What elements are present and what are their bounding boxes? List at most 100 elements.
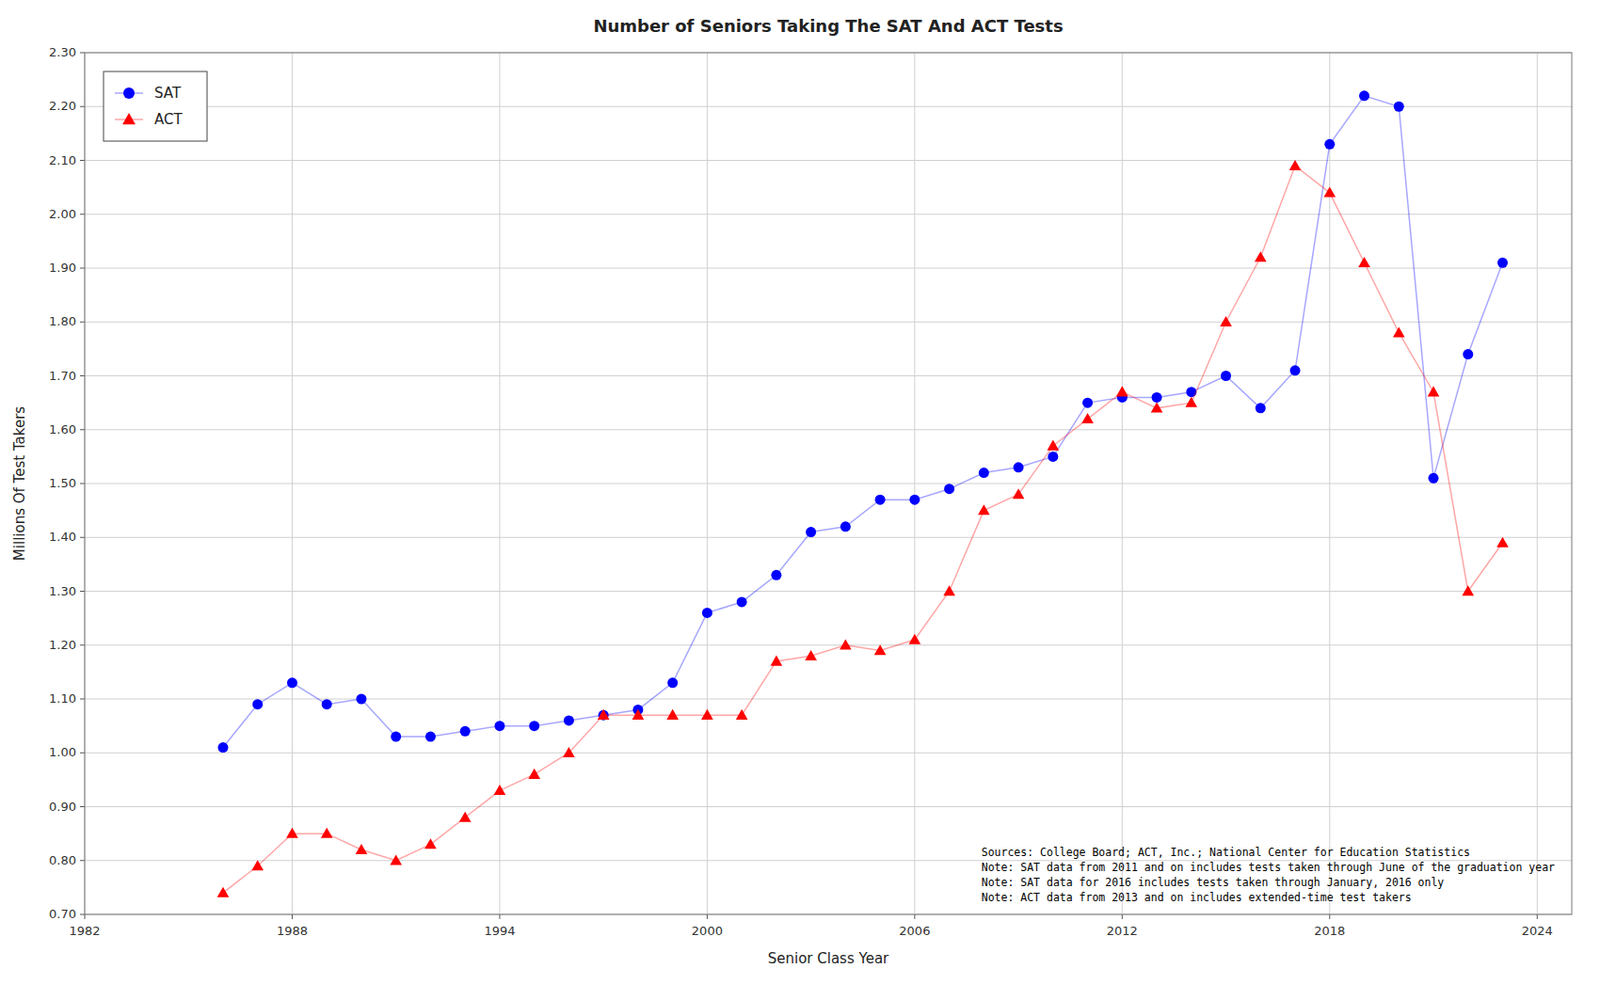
data-point (1254, 251, 1267, 262)
tick-y (80, 106, 85, 108)
data-point (701, 709, 714, 720)
tick-y (80, 160, 85, 161)
grid-line-y (84, 321, 1572, 323)
data-point (355, 844, 368, 855)
background (0, 0, 1600, 984)
note: Note: SAT data for 2016 includes tests t… (981, 876, 1445, 890)
grid-line-x (913, 52, 915, 915)
tick-y (80, 860, 85, 862)
grid-line-y (84, 591, 1572, 592)
tick-y (80, 268, 85, 270)
tick-label-y: 2.20 (48, 98, 77, 113)
tick-label-x: 2012 (1106, 924, 1138, 939)
tick-label-x: 1982 (68, 924, 100, 939)
tick-label-y: 1.30 (48, 584, 77, 599)
data-point (1462, 349, 1473, 360)
data-point (424, 838, 437, 849)
tick-label-y: 1.70 (48, 368, 77, 384)
tick-x (913, 914, 915, 920)
legend-label: SAT (154, 84, 182, 102)
tick-x (291, 914, 293, 920)
chart: Number of Seniors Taking The SAT And ACT… (0, 0, 1600, 984)
legend: SAT ACT (103, 71, 208, 142)
data-point (1290, 365, 1301, 376)
data-point (736, 596, 748, 608)
data-point (1392, 326, 1406, 337)
data-point (1219, 316, 1232, 327)
grid-line-x (1121, 52, 1123, 915)
plot-frame (84, 52, 1572, 915)
data-point (355, 694, 367, 705)
data-point (1047, 451, 1058, 463)
data-point (978, 467, 990, 479)
data-point (1393, 101, 1405, 112)
note: Note: SAT data from 2011 and on includes… (981, 861, 1555, 875)
data-point (528, 720, 540, 732)
data-point (1359, 90, 1370, 101)
tick-label-y: 2.10 (48, 153, 77, 168)
tick-x (84, 914, 86, 920)
data-point (390, 732, 401, 743)
data-point (770, 570, 782, 581)
grid-line-y (84, 429, 1572, 431)
data-point (909, 495, 920, 506)
data (217, 90, 1509, 898)
data-point (977, 504, 991, 515)
data-point (943, 585, 956, 596)
data-point (286, 828, 299, 839)
data-point (494, 720, 505, 732)
grid-line-y (84, 806, 1572, 808)
legend-marker (123, 87, 135, 99)
tick-label-x: 2006 (898, 924, 930, 939)
tick-y (80, 213, 85, 215)
tick-label-y: 2.30 (48, 45, 77, 60)
grid-line-y (84, 699, 1572, 701)
data-point (1427, 385, 1440, 397)
data-point (1323, 187, 1336, 198)
data-point (667, 677, 678, 688)
tick-x (1536, 914, 1538, 920)
data-point (494, 784, 507, 796)
data-point (1152, 392, 1163, 403)
tick-label-x: 1994 (483, 924, 515, 939)
data-point (528, 768, 541, 780)
grid-line-y (84, 213, 1572, 215)
data-point (840, 521, 851, 532)
tick-y (80, 591, 85, 592)
data-point (1116, 385, 1129, 397)
grid-line-y (84, 106, 1572, 108)
tick-label-y: 1.50 (48, 476, 77, 491)
grid-line-x (706, 52, 708, 915)
tick-y (80, 644, 85, 646)
data-point (217, 887, 230, 898)
data-point (562, 747, 576, 758)
series-line (223, 165, 1504, 894)
data-point (252, 699, 263, 710)
data-point (805, 527, 816, 538)
tick-label-x: 2000 (691, 924, 723, 939)
tick-label-y: 1.00 (48, 745, 77, 760)
series-1 (217, 160, 1509, 898)
data-point (389, 854, 402, 865)
grid-line-y (84, 537, 1572, 539)
data-point (1358, 256, 1371, 268)
legend-label: ACT (154, 111, 183, 128)
tick-label-y: 2.00 (48, 207, 77, 222)
data-point (1324, 139, 1335, 150)
tick-y (80, 752, 85, 754)
grid-line-y (84, 268, 1572, 270)
data-point (251, 860, 264, 871)
tick-label-y: 1.90 (48, 260, 77, 275)
data-point (909, 634, 922, 645)
data-point (632, 709, 645, 720)
data-point (1082, 398, 1093, 409)
series-line (223, 96, 1504, 749)
data-point (1012, 488, 1025, 499)
series-0 (217, 90, 1508, 753)
tick-label-y: 1.10 (48, 691, 77, 706)
data-point (1428, 473, 1440, 484)
x-axis-label: Senior Class Year (768, 950, 890, 968)
data-point (736, 709, 749, 720)
data-point (875, 495, 886, 506)
data-point (839, 639, 852, 650)
